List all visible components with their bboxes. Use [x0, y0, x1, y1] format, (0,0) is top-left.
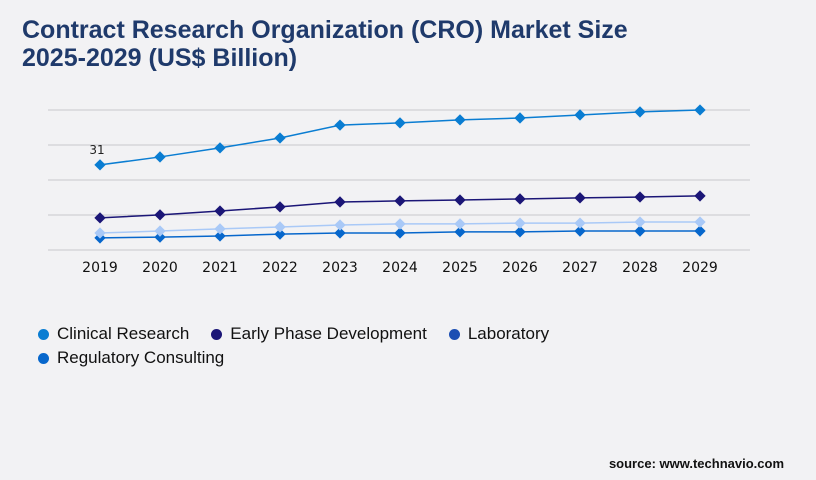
x-tick-label: 2020 [142, 260, 178, 276]
data-point [274, 132, 286, 144]
data-point [214, 230, 226, 242]
legend-marker-icon [38, 352, 49, 364]
x-tick-label: 2025 [442, 260, 478, 276]
x-tick-label: 2023 [322, 260, 358, 276]
legend-label: Regulatory Consulting [57, 348, 225, 367]
data-point [454, 114, 466, 126]
data-point [154, 231, 166, 243]
source-text: source: www.technavio.com [608, 456, 784, 471]
legend-item: Early Phase Development [211, 322, 427, 346]
legend-item: Regulatory Consulting [38, 346, 224, 370]
data-point [154, 209, 166, 221]
data-point [214, 205, 226, 217]
data-point [574, 192, 586, 204]
data-point [154, 151, 166, 163]
data-point [574, 109, 586, 121]
legend-marker-icon [211, 328, 223, 340]
data-point [634, 191, 646, 203]
legend-item: Laboratory [448, 322, 550, 346]
data-point [454, 218, 466, 230]
data-point [694, 216, 706, 228]
data-point [634, 106, 646, 118]
data-point [694, 104, 706, 116]
data-point [334, 227, 346, 239]
data-point [214, 142, 226, 154]
title-line-1: Contract Research Organization (CRO) Mar… [22, 16, 628, 44]
x-tick-label: 2021 [202, 260, 238, 276]
legend: Clinical Research Early Phase Development… [38, 322, 638, 370]
data-point [694, 225, 706, 237]
x-tick-label: 2028 [622, 260, 658, 276]
line-chart: 2019 2020 2021 2022 2023 2024 2025 2026 2027 2028… [48, 104, 750, 276]
data-point [454, 226, 466, 238]
chart-title: Contract Research Organization (CRO) Mar… [22, 16, 628, 72]
data-point [94, 212, 106, 224]
data-point [334, 196, 346, 208]
data-point [334, 119, 346, 131]
data-point [514, 226, 526, 238]
data-point [394, 218, 406, 230]
data-point [274, 221, 286, 233]
x-tick-label: 2019 [82, 260, 118, 276]
x-tick-label: 2027 [562, 260, 598, 276]
data-point [574, 225, 586, 237]
data-point [334, 219, 346, 231]
legend-marker-icon [38, 328, 49, 340]
data-point [634, 216, 646, 228]
data-label: 31 [89, 143, 104, 157]
data-point [394, 195, 406, 207]
data-point [394, 117, 406, 129]
x-tick-label: 2029 [682, 260, 718, 276]
legend-item: Clinical Research [38, 322, 189, 346]
legend-marker-icon [448, 328, 460, 340]
data-point [694, 190, 706, 202]
x-tick-label: 2024 [382, 260, 418, 276]
data-point [514, 217, 526, 229]
title-line-2: 2025-2029 (US$ Billion) [22, 44, 298, 72]
data-point [274, 201, 286, 213]
data-point [634, 225, 646, 237]
legend-label: Early Phase Development [230, 324, 427, 343]
legend-label: Laboratory [467, 324, 550, 343]
data-point [454, 194, 466, 206]
data-point [94, 159, 106, 171]
data-point [214, 223, 226, 235]
data-point [514, 112, 526, 124]
legend-label: Clinical Research [57, 324, 190, 343]
data-point [574, 217, 586, 229]
data-point [394, 227, 406, 239]
data-point [274, 228, 286, 240]
data-point [154, 225, 166, 237]
data-point [514, 193, 526, 205]
x-tick-label: 2026 [502, 260, 538, 276]
x-tick-label: 2022 [262, 260, 298, 276]
